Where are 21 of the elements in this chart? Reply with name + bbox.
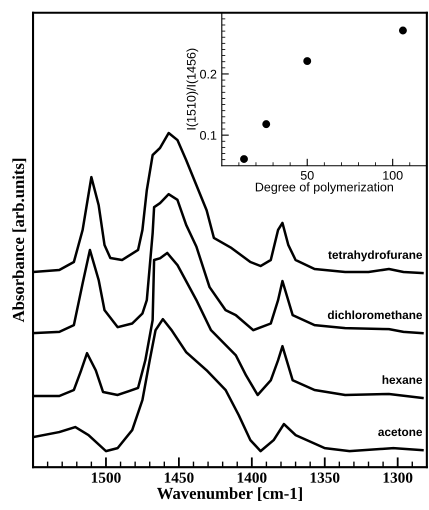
series-label: acetone <box>378 428 422 436</box>
x-axis-title: Wavenumber [cm-1] <box>156 487 302 502</box>
y-tick-label: 0.2 <box>200 70 216 79</box>
x-tick-label: 1450 <box>164 472 194 483</box>
x-axis-title: Degree of polymerization <box>256 182 393 194</box>
y-tick-label: 0.1 <box>200 130 216 140</box>
point <box>398 26 407 34</box>
point <box>303 57 312 66</box>
x-tick-label: 1300 <box>384 472 412 483</box>
x-tick-label: 1500 <box>92 472 121 483</box>
x-tick-label: 1350 <box>310 472 340 483</box>
x-tick-label: 100 <box>383 170 403 180</box>
point <box>262 120 270 128</box>
x-tick-label: 50 <box>300 170 314 180</box>
point <box>240 155 248 163</box>
series-label: tetrahydrofurane <box>328 250 422 262</box>
y-axis-title: Absorbance [arb.units] <box>12 158 26 322</box>
x-tick-label: 1400 <box>238 472 267 483</box>
series-label: dichloromethane <box>328 310 422 320</box>
y-axis-title: I(1510)/I(1456) <box>186 48 198 130</box>
series-label: hexane <box>382 375 422 384</box>
